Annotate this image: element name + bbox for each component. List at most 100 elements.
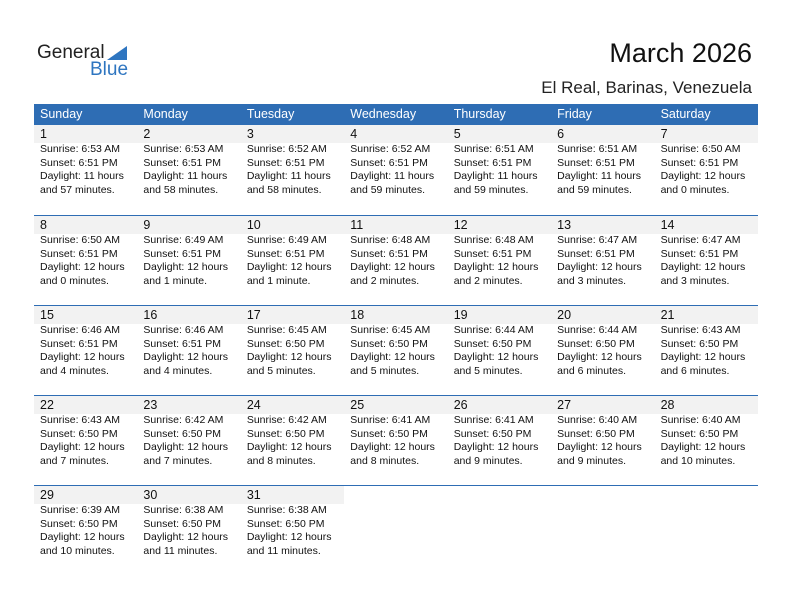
sunrise-text: Sunrise: 6:52 AM [246,143,327,155]
day-cell: 30 Sunrise: 6:38 AM Sunset: 6:50 PM Dayligh… [137,486,241,575]
day-number: 31 [240,486,345,504]
daylight-text: Daylight: 12 hours [246,351,332,363]
sunset-text: Sunset: 6:51 PM [350,247,428,260]
sunrise-text: Sunrise: 6:42 AM [246,414,327,426]
day-cell: 2 Sunrise: 6:53 AM Sunset: 6:51 PM Daylight… [137,125,241,215]
sunrise-text: Sunrise: 6:47 AM [660,234,741,246]
day-number: 10 [240,216,345,234]
day-number: 3 [240,125,345,143]
day-cell: 14 Sunrise: 6:47 AM Sunset: 6:51 PM Dayligh… [654,216,758,305]
daylight-text: Daylight: 11 hours [350,170,435,182]
day-cell: 24 Sunrise: 6:42 AM Sunset: 6:50 PM Dayligh… [240,396,345,485]
daylight-minutes-text: and 8 minutes. [246,454,316,467]
sunrise-text: Sunrise: 6:41 AM [350,414,431,426]
weekday-friday: Friday [557,107,592,121]
sunset-text: Sunset: 6:51 PM [557,156,635,169]
sunset-text: Sunset: 6:51 PM [246,156,325,169]
day-number: 13 [551,216,655,234]
sunset-text: Sunset: 6:51 PM [143,156,222,169]
daylight-minutes-text: and 2 minutes. [453,274,523,287]
empty-cell [551,486,654,575]
daylight-minutes-text: and 57 minutes. [40,183,115,196]
daylight-text: Daylight: 11 hours [40,170,124,182]
day-cell: 1 Sunrise: 6:53 AM Sunset: 6:51 PM Daylight… [34,125,138,215]
daylight-minutes-text: and 58 minutes. [246,183,322,196]
sunset-text: Sunset: 6:51 PM [660,247,739,260]
day-cell: 25 Sunrise: 6:41 AM Sunset: 6:50 PM Dayligh… [344,396,448,485]
day-cell: 26 Sunrise: 6:41 AM Sunset: 6:50 PM Dayligh… [447,396,552,485]
day-number: 9 [137,216,241,234]
sunrise-text: Sunrise: 6:45 AM [350,324,431,336]
day-cell: 31 Sunrise: 6:38 AM Sunset: 6:50 PM Dayligh… [240,486,345,575]
sunrise-text: Sunrise: 6:43 AM [660,324,741,336]
daylight-text: Daylight: 12 hours [660,261,746,273]
sunset-text: Sunset: 6:51 PM [660,156,739,169]
sunrise-text: Sunrise: 6:39 AM [40,504,120,516]
day-cell: 5 Sunrise: 6:51 AM Sunset: 6:51 PM Daylight… [447,125,552,215]
sunrise-text: Sunrise: 6:44 AM [453,324,534,336]
daylight-text: Daylight: 12 hours [453,261,539,273]
day-cell: 6 Sunrise: 6:51 AM Sunset: 6:51 PM Daylight… [551,125,655,215]
sunset-text: Sunset: 6:50 PM [350,427,428,440]
sunset-text: Sunset: 6:50 PM [660,337,739,350]
daylight-text: Daylight: 12 hours [350,351,435,363]
day-number: 17 [240,306,345,324]
weekday-thursday: Thursday [453,107,506,121]
sunset-text: Sunset: 6:50 PM [143,427,222,440]
daylight-text: Daylight: 12 hours [453,351,539,363]
sunrise-text: Sunrise: 6:40 AM [660,414,741,426]
daylight-minutes-text: and 59 minutes. [557,183,632,196]
daylight-minutes-text: and 59 minutes. [453,183,529,196]
daylight-text: Daylight: 12 hours [40,351,125,363]
sunrise-text: Sunrise: 6:52 AM [350,143,431,155]
empty-cell [344,486,447,575]
day-cell: 20 Sunrise: 6:44 AM Sunset: 6:50 PM Dayligh… [551,306,655,395]
calendar-weeks: 1 Sunrise: 6:53 AM Sunset: 6:51 PM Daylight… [34,125,758,575]
daylight-text: Daylight: 12 hours [453,441,539,453]
daylight-minutes-text: and 0 minutes. [40,274,109,287]
day-cell: 22 Sunrise: 6:43 AM Sunset: 6:50 PM Dayligh… [34,396,138,485]
daylight-text: Daylight: 11 hours [453,170,538,182]
daylight-text: Daylight: 11 hours [557,170,641,182]
daylight-text: Daylight: 11 hours [143,170,228,182]
sunset-text: Sunset: 6:50 PM [660,427,739,440]
daylight-text: Daylight: 12 hours [557,261,642,273]
sunrise-text: Sunrise: 6:40 AM [557,414,638,426]
day-cell: 17 Sunrise: 6:45 AM Sunset: 6:50 PM Dayligh… [240,306,345,395]
daylight-minutes-text: and 6 minutes. [660,364,730,377]
sunset-text: Sunset: 6:50 PM [350,337,428,350]
daylight-text: Daylight: 12 hours [246,531,332,543]
day-cell: 23 Sunrise: 6:42 AM Sunset: 6:50 PM Dayligh… [137,396,241,485]
day-number: 30 [137,486,241,504]
day-cell: 9 Sunrise: 6:49 AM Sunset: 6:51 PM Daylight… [137,216,241,305]
sunset-text: Sunset: 6:50 PM [453,337,532,350]
weekday-sunday: Sunday [40,107,83,121]
daylight-text: Daylight: 12 hours [40,441,125,453]
day-cell: 7 Sunrise: 6:50 AM Sunset: 6:51 PM Daylight… [654,125,758,215]
sunrise-text: Sunrise: 6:42 AM [143,414,224,426]
daylight-minutes-text: and 1 minute. [246,274,311,287]
day-cell: 15 Sunrise: 6:46 AM Sunset: 6:51 PM Dayligh… [34,306,138,395]
page-title: March 2026 [609,38,752,68]
daylight-text: Daylight: 12 hours [143,441,229,453]
daylight-minutes-text: and 1 minute. [143,274,208,287]
day-number: 26 [447,396,552,414]
daylight-text: Daylight: 12 hours [246,261,332,273]
sunset-text: Sunset: 6:50 PM [557,427,635,440]
daylight-text: Daylight: 12 hours [143,531,229,543]
day-cell: 29 Sunrise: 6:39 AM Sunset: 6:50 PM Dayligh… [34,486,138,575]
weekday-monday: Monday [143,107,188,121]
day-number: 1 [34,125,138,143]
day-number: 23 [137,396,241,414]
daylight-minutes-text: and 2 minutes. [350,274,420,287]
day-number: 5 [447,125,552,143]
day-number: 2 [137,125,241,143]
daylight-minutes-text: and 11 minutes. [246,544,321,557]
week-row: 29 Sunrise: 6:39 AM Sunset: 6:50 PM Dayligh… [34,485,758,575]
day-number: 27 [551,396,655,414]
daylight-minutes-text: and 3 minutes. [557,274,627,287]
weekday-saturday: Saturday [660,107,711,121]
weekday-header: Sunday Monday Tuesday Wednesday Thursday Frid… [34,104,758,125]
day-number: 18 [344,306,448,324]
daylight-text: Daylight: 12 hours [660,351,746,363]
